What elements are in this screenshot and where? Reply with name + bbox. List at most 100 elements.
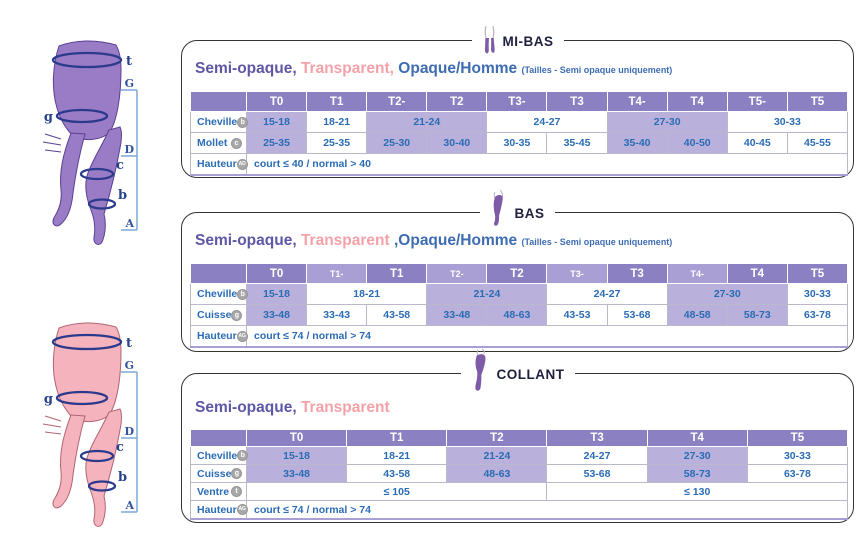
measure-point-badge: b <box>237 116 249 128</box>
hand-lines <box>42 415 62 435</box>
measure-bands <box>51 51 123 210</box>
column-header-t4-: T4- <box>606 91 668 112</box>
row-label-cell: Hauteur AG <box>190 500 248 520</box>
table-row-mollet: Mollet c 25-35 25-35 25-30 30-40 30-35 35-45 35-… <box>190 132 849 154</box>
fabric-variant-semi: Semi-opaque, <box>195 232 297 249</box>
column-header-t3-: T3- <box>486 91 548 112</box>
ruler-label-g: G <box>125 359 134 372</box>
waist-band <box>51 51 123 69</box>
row-label-cell: Ventre t <box>190 482 247 501</box>
column-header-t4: T4 <box>646 429 748 447</box>
size-value-cell: ≤ 130 <box>546 482 848 501</box>
ankle-label: b <box>118 188 127 203</box>
column-header-t1: T1 <box>346 429 448 447</box>
section-title: COLLANT <box>496 366 565 382</box>
section-bas: BAS Semi-opaque, Transparent ,Opaque/Hom… <box>181 189 854 352</box>
size-value-cell: 33-48 <box>245 304 308 326</box>
row-label: Ventre <box>197 485 230 498</box>
size-value-cell: 27-30 <box>606 111 728 133</box>
bare-legs-figure-svg: t g c b G D A <box>42 322 138 527</box>
section-legend: MI-BAS <box>182 25 853 54</box>
size-value-cell: 58-73 <box>726 304 788 326</box>
column-header-t0: T0 <box>245 429 348 447</box>
waist-band <box>51 333 123 351</box>
size-value-cell: 53-68 <box>546 464 648 483</box>
row-label: Hauteur <box>197 503 237 516</box>
size-value-cell: 15-18 <box>245 446 348 465</box>
table-row-hauteur: Hauteur AG court ≤ 74 / normal > 74 <box>190 325 848 348</box>
column-header-t5: T5 <box>746 429 849 447</box>
legs-silhouette <box>42 322 122 527</box>
hand-lines <box>42 133 62 153</box>
section-legend: BAS <box>182 189 853 226</box>
tights-figure-svg: t g c b G D A <box>42 40 138 245</box>
size-table-host: T0 T1 T2- T2 T3- T3 T4- T4 T5- T5 Cheville b 15-18 18… <box>190 91 853 176</box>
size-value-cell: 27-30 <box>666 283 788 305</box>
row-label-cell: Cuisse g <box>190 304 247 326</box>
ankle-band <box>87 480 117 492</box>
size-value-cell: 24-27 <box>546 446 648 465</box>
ruler-label-d: D <box>124 143 134 156</box>
size-value-cell: 48-63 <box>486 304 548 326</box>
ankle-band <box>87 198 117 210</box>
ruler-label-a: A <box>124 499 134 512</box>
fabric-variant-semi: Semi-opaque, <box>195 399 297 416</box>
knee-high-stocking-icon <box>482 25 497 55</box>
row-label-cell: Cheville b <box>190 111 249 133</box>
size-value-cell: 48-58 <box>666 304 728 326</box>
row-label-cell: Cheville b <box>190 283 249 305</box>
fabric-variant-opaque: Opaque/Homme <box>393 60 522 77</box>
ruler-label-d: D <box>124 425 134 438</box>
waist-label: t <box>126 54 132 69</box>
row-label-cell: Hauteur AD <box>190 153 248 176</box>
fabric-variant-note: (Tailles - Semi opaque uniquement) <box>521 237 673 247</box>
size-value-cell: 33-48 <box>245 464 348 483</box>
table-row-hauteur: Hauteur AG court ≤ 74 / normal > 74 <box>190 500 848 520</box>
size-value-cell: 18-21 <box>306 111 368 133</box>
column-header-t4: T4 <box>726 263 788 284</box>
ankle-label: b <box>118 470 127 485</box>
column-header-t4-: T4- <box>666 263 728 284</box>
calf-label: c <box>116 440 124 455</box>
size-table-bas: T0 T1- T1 T2- T2 T3- T3 T4- T4 T5 Cheville b 15-18 18… <box>190 263 849 348</box>
size-table-host: T0 T1- T1 T2- T2 T3- T3 T4- T4 T5 Cheville b 15-18 18… <box>190 263 853 348</box>
table-row-cheville: Cheville b 15-18 18-21 21-24 24-27 27-30 30-33 <box>190 283 849 305</box>
fabric-variant-note: (Tailles - Semi opaque uniquement) <box>521 65 673 75</box>
row-label: Hauteur <box>197 158 237 170</box>
section-mi-bas: MI-BAS Semi-opaque, Transparent, Opaque/… <box>181 25 854 178</box>
size-value-cell: 53-68 <box>606 304 668 326</box>
size-value-cell: 45-55 <box>786 132 849 154</box>
measure-point-badge: c <box>231 137 242 149</box>
legs-illustration-tights: t g c b G D A <box>15 30 170 262</box>
size-value-cell: 40-45 <box>726 132 788 154</box>
table-row-cheville: Cheville b 15-18 18-21 21-24 24-27 27-30 30-33 <box>190 111 849 133</box>
size-value-cell: 40-50 <box>666 132 728 154</box>
size-value-cell: 30-35 <box>486 132 548 154</box>
size-value-cell: 48-63 <box>446 464 548 483</box>
measure-point-badge: AD <box>236 158 248 170</box>
column-header-t5: T5 <box>786 263 849 284</box>
size-value-cell: court ≤ 74 / normal > 74 <box>246 325 848 348</box>
fabric-variant-opaque: ,Opaque/Homme <box>393 232 522 249</box>
size-value-cell: 15-18 <box>245 283 308 305</box>
size-table-host: T0 T1 T2 T3 T4 T5 Cheville b 15-18 18-21 21-24 24-2… <box>190 429 853 520</box>
size-value-cell: 35-40 <box>606 132 668 154</box>
row-label: Cuisse <box>197 309 232 321</box>
size-value-cell: court ≤ 40 / normal > 40 <box>246 153 848 176</box>
waist-label: t <box>126 336 132 351</box>
size-value-cell: 35-45 <box>546 132 608 154</box>
height-ruler <box>121 89 138 231</box>
row-label-cell: Cuisse g <box>190 464 247 483</box>
column-header-t2: T2 <box>446 429 548 447</box>
size-table-collant: T0 T1 T2 T3 T4 T5 Cheville b 15-18 18-21 21-24 24-2… <box>190 429 849 520</box>
section-legend: COLLANT <box>182 348 853 391</box>
table-row-cuisse: Cuisse g 33-48 33-43 43-58 33-48 48-63 43-53 53-… <box>190 304 849 326</box>
thigh-band <box>55 390 109 406</box>
size-value-cell: 30-40 <box>426 132 488 154</box>
column-header-t1: T1 <box>306 91 368 112</box>
size-value-cell: 25-35 <box>306 132 368 154</box>
measure-point-badge: g <box>231 468 243 479</box>
row-label: Cheville <box>197 288 238 300</box>
size-value-cell: 21-24 <box>366 111 488 133</box>
size-value-cell: 18-21 <box>306 283 428 305</box>
